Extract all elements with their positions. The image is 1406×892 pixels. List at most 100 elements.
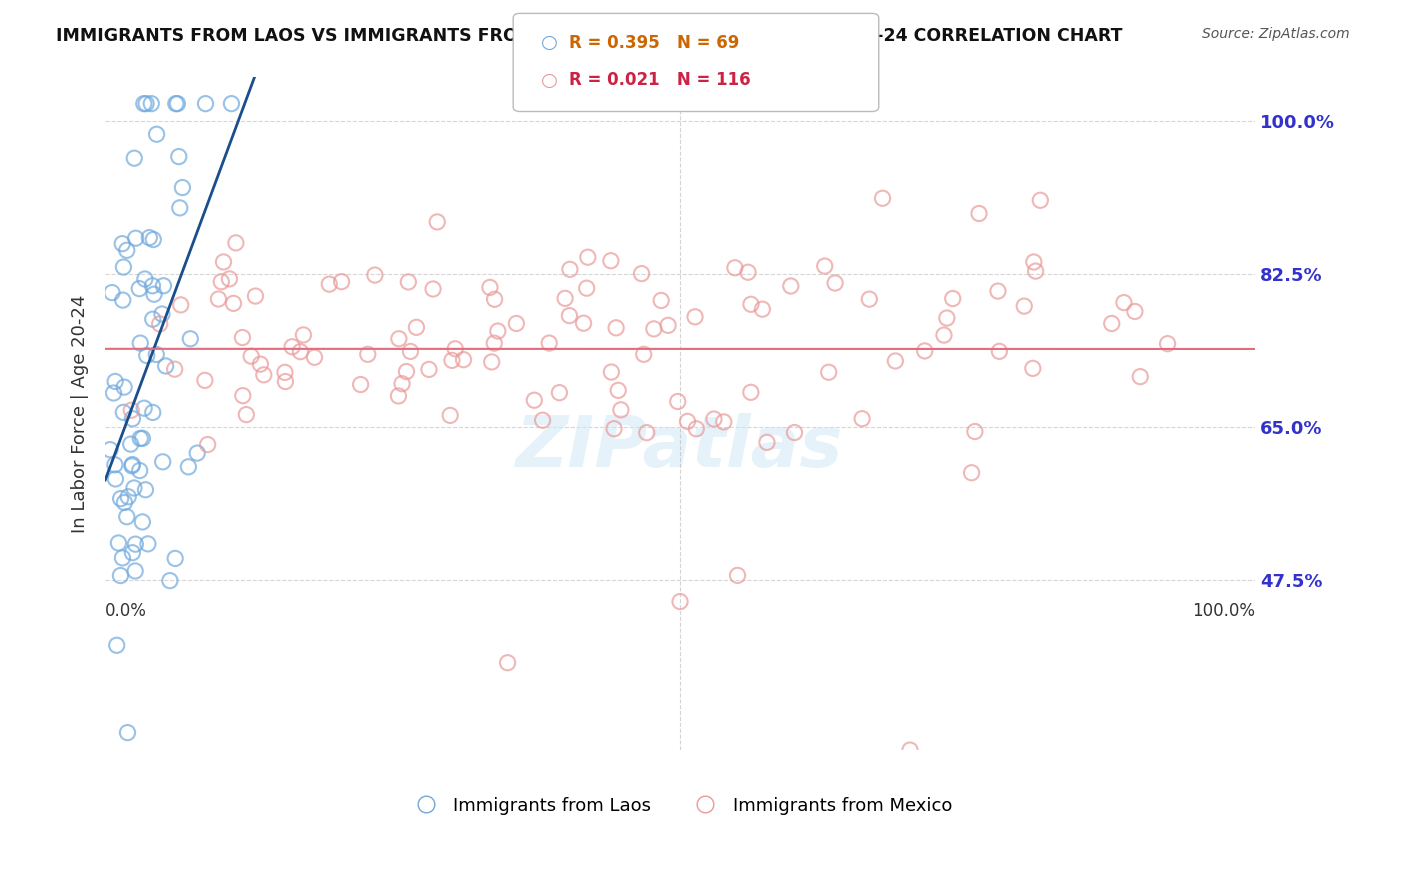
Immigrants from Mexico [636,425,658,440]
Immigrants from Mexico [496,656,519,670]
Text: R = 0.395   N = 69: R = 0.395 N = 69 [569,34,740,52]
Immigrants from Laos [134,272,156,286]
Immigrants from Laos [98,442,121,457]
Immigrants from Mexico [1022,361,1045,376]
Immigrants from Mexico [232,389,254,403]
Immigrants from Mexico [364,268,387,282]
Immigrants from Mexico [481,355,503,369]
Immigrants from Mexico [330,275,353,289]
Immigrants from Mexico [1123,304,1146,318]
Immigrants from Mexico [851,411,873,425]
Immigrants from Mexico [235,408,257,422]
Immigrants from Mexico [942,292,965,306]
Immigrants from Laos [131,431,153,445]
Immigrants from Mexico [666,394,689,409]
Immigrants from Mexico [960,466,983,480]
Immigrants from Mexico [396,275,419,289]
Immigrants from Laos [152,455,174,469]
Immigrants from Mexico [824,276,846,290]
Immigrants from Laos [115,244,138,258]
Immigrants from Mexico [274,365,297,379]
Immigrants from Mexico [120,403,142,417]
Immigrants from Mexico [576,250,599,264]
Legend: Immigrants from Laos, Immigrants from Mexico: Immigrants from Laos, Immigrants from Me… [401,789,959,822]
Immigrants from Mexico [914,343,936,358]
Immigrants from Mexico [194,373,217,387]
Immigrants from Mexico [1112,295,1135,310]
Immigrants from Laos [131,515,153,529]
Immigrants from Mexico [755,435,778,450]
Immigrants from Mexico [898,743,921,757]
Immigrants from Laos [165,551,187,566]
Y-axis label: In Labor Force | Age 20-24: In Labor Force | Age 20-24 [72,294,89,533]
Immigrants from Laos [107,536,129,550]
Immigrants from Mexico [740,297,762,311]
Immigrants from Laos [122,481,145,495]
Immigrants from Mexico [685,422,707,436]
Immigrants from Laos [128,464,150,478]
Immigrants from Laos [186,446,208,460]
Text: IMMIGRANTS FROM LAOS VS IMMIGRANTS FROM MEXICO IN LABOR FORCE | AGE 20-24 CORREL: IMMIGRANTS FROM LAOS VS IMMIGRANTS FROM … [56,27,1123,45]
Immigrants from Mexico [932,328,955,343]
Immigrants from Laos [152,278,174,293]
Immigrants from Mexico [858,292,880,306]
Immigrants from Laos [104,458,127,472]
Immigrants from Laos [112,495,135,509]
Immigrants from Laos [179,332,201,346]
Immigrants from Mexico [245,289,267,303]
Immigrants from Laos [117,725,139,739]
Immigrants from Laos [166,96,188,111]
Text: R = 0.021   N = 116: R = 0.021 N = 116 [569,71,751,89]
Immigrants from Laos [129,336,152,351]
Immigrants from Laos [115,509,138,524]
Immigrants from Mexico [727,568,749,582]
Immigrants from Mexico [222,296,245,310]
Immigrants from Laos [145,127,167,141]
Immigrants from Laos [111,236,134,251]
Immigrants from Mexico [935,311,957,326]
Immigrants from Mexico [484,293,506,307]
Immigrants from Mexico [212,255,235,269]
Immigrants from Laos [143,287,166,301]
Immigrants from Mexico [163,362,186,376]
Immigrants from Mexico [703,412,725,426]
Immigrants from Laos [132,96,155,111]
Text: 0.0%: 0.0% [105,602,148,620]
Immigrants from Laos [165,96,187,111]
Immigrants from Laos [177,459,200,474]
Immigrants from Mexico [1156,336,1178,351]
Immigrants from Mexico [724,260,747,275]
Immigrants from Mexico [357,347,380,361]
Text: ZIPatlas: ZIPatlas [516,413,844,482]
Immigrants from Mexico [783,425,806,440]
Immigrants from Laos [134,401,156,416]
Immigrants from Mexico [548,385,571,400]
Immigrants from Mexico [600,365,623,379]
Immigrants from Mexico [817,365,839,379]
Immigrants from Mexico [440,353,463,368]
Immigrants from Laos [105,638,128,652]
Immigrants from Mexico [872,191,894,205]
Immigrants from Mexico [426,215,449,229]
Immigrants from Laos [129,431,152,445]
Immigrants from Laos [142,312,165,326]
Immigrants from Mexico [575,281,598,295]
Immigrants from Laos [141,278,163,293]
Immigrants from Mexico [1012,299,1035,313]
Immigrants from Laos [112,260,135,274]
Immigrants from Mexico [207,292,229,306]
Immigrants from Laos [135,96,157,111]
Immigrants from Mexico [253,368,276,382]
Immigrants from Laos [128,282,150,296]
Text: ○: ○ [541,33,558,53]
Immigrants from Mexico [249,357,271,371]
Immigrants from Laos [172,180,194,194]
Immigrants from Mexico [633,347,655,361]
Immigrants from Mexico [387,389,409,403]
Immigrants from Mexico [405,320,427,334]
Immigrants from Mexico [599,253,621,268]
Immigrants from Mexico [391,376,413,391]
Text: Source: ZipAtlas.com: Source: ZipAtlas.com [1202,27,1350,41]
Immigrants from Laos [121,458,143,472]
Immigrants from Mexico [737,265,759,279]
